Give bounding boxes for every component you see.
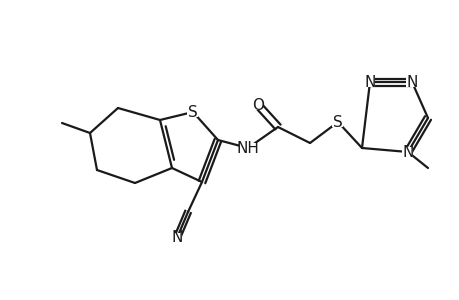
FancyBboxPatch shape [402, 147, 413, 157]
FancyBboxPatch shape [252, 100, 263, 110]
FancyBboxPatch shape [364, 77, 375, 87]
Text: N: N [405, 74, 417, 89]
Text: NH: NH [236, 140, 259, 155]
Text: S: S [332, 115, 342, 130]
Text: O: O [252, 98, 263, 112]
FancyBboxPatch shape [171, 233, 182, 243]
Text: N: N [171, 230, 182, 245]
FancyBboxPatch shape [332, 117, 343, 127]
FancyBboxPatch shape [406, 77, 417, 87]
Text: N: N [402, 145, 413, 160]
FancyBboxPatch shape [187, 107, 198, 117]
Text: S: S [188, 104, 197, 119]
Text: N: N [364, 74, 375, 89]
FancyBboxPatch shape [239, 143, 257, 153]
